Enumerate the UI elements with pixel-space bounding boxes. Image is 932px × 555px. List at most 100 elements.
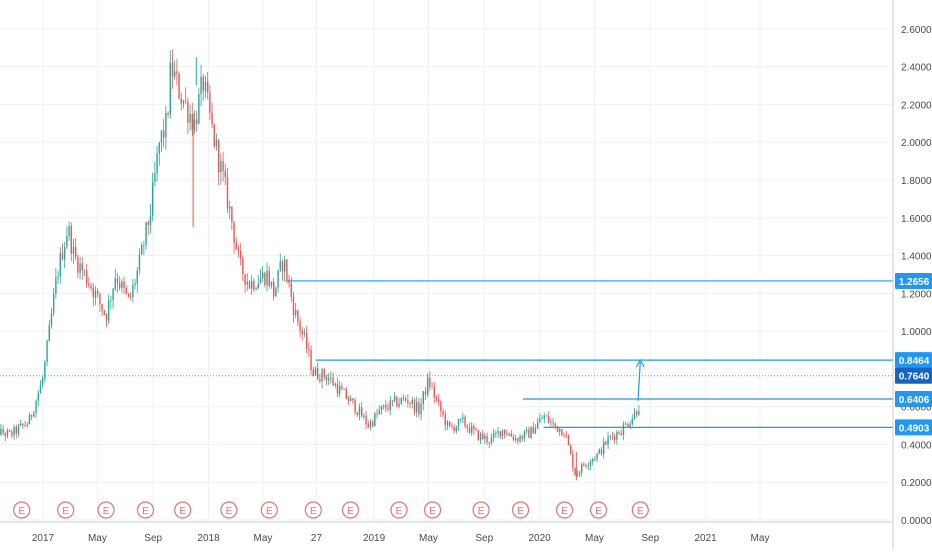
earnings-marker-circle xyxy=(174,501,192,519)
earnings-marker-circle xyxy=(13,501,31,519)
earnings-marker[interactable]: E xyxy=(220,501,238,519)
earnings-marker[interactable]: E xyxy=(174,501,192,519)
candle-body xyxy=(81,263,83,271)
candle-body xyxy=(512,436,515,441)
candle xyxy=(589,459,592,470)
price-badge-label: 0.8464 xyxy=(899,356,930,367)
candle xyxy=(4,431,6,442)
candle-body xyxy=(358,407,361,416)
price-tick-label: 0.6000 xyxy=(901,403,932,414)
time-tick-label: 2020 xyxy=(528,533,551,544)
candle-body xyxy=(228,206,231,209)
candle-body xyxy=(140,245,143,255)
candle xyxy=(19,419,22,427)
candle xyxy=(39,379,42,394)
candle-body xyxy=(288,279,290,284)
candle xyxy=(437,394,440,407)
candle-body xyxy=(539,418,541,423)
candle-body xyxy=(176,71,178,74)
earnings-marker[interactable]: E xyxy=(304,501,322,519)
candle xyxy=(52,287,55,316)
candle xyxy=(347,395,350,405)
candle-body xyxy=(171,62,174,77)
candle-body xyxy=(101,303,103,311)
price-axis[interactable]: 0.00000.20000.40000.60000.80001.00001.20… xyxy=(901,25,932,527)
candle-body xyxy=(552,422,554,424)
candle xyxy=(574,467,576,476)
earnings-marker-circle xyxy=(390,501,408,519)
candle-body xyxy=(600,449,603,455)
earnings-marker[interactable]: E xyxy=(511,501,530,519)
candle-body xyxy=(413,399,416,413)
candle-body xyxy=(543,415,545,419)
candle-body xyxy=(154,173,156,183)
earnings-marker[interactable]: E xyxy=(57,501,75,519)
candle-body xyxy=(558,428,561,432)
earnings-marker[interactable]: E xyxy=(260,501,278,519)
earnings-marker[interactable]: E xyxy=(390,501,408,519)
candle xyxy=(387,403,389,412)
candle xyxy=(572,449,574,473)
candle-body xyxy=(297,310,299,322)
candle xyxy=(506,429,508,436)
candle xyxy=(426,373,429,398)
earnings-marker[interactable]: E xyxy=(423,501,442,519)
earnings-marker[interactable]: E xyxy=(631,501,649,519)
candle-body xyxy=(136,270,138,284)
candle xyxy=(118,276,121,291)
candle-body xyxy=(158,142,160,154)
candle xyxy=(486,432,488,445)
candle-body xyxy=(602,441,605,455)
earnings-marker[interactable]: E xyxy=(341,501,360,519)
candle xyxy=(543,412,545,424)
candle-body xyxy=(477,430,479,441)
candle xyxy=(63,242,66,269)
candle xyxy=(189,105,191,132)
candle-body xyxy=(2,428,4,434)
candle xyxy=(171,49,174,89)
candle-body xyxy=(561,428,563,436)
candle-body xyxy=(312,369,314,376)
candle xyxy=(519,433,521,444)
earnings-marker[interactable]: E xyxy=(97,501,115,519)
time-axis[interactable]: 2017 May Sep 2018 May 27 2019 May Sep 2020 May Sep 2… xyxy=(32,533,770,544)
candle xyxy=(215,133,218,151)
candle xyxy=(448,421,451,428)
candle-body xyxy=(556,426,559,432)
earnings-marker[interactable]: E xyxy=(555,501,574,519)
candle-body xyxy=(545,415,548,417)
earnings-marker-label: E xyxy=(429,506,436,517)
candle xyxy=(37,389,39,407)
candle-body xyxy=(294,310,297,315)
candle-body xyxy=(22,423,24,425)
candle xyxy=(591,457,594,466)
candle xyxy=(24,420,26,428)
earnings-marker[interactable]: E xyxy=(472,501,490,519)
candle-body xyxy=(316,368,319,379)
earnings-marker[interactable]: E xyxy=(13,501,31,519)
price-tick-label: 0.2000 xyxy=(901,478,932,489)
candle-body xyxy=(422,391,424,404)
candle xyxy=(605,440,607,446)
candle xyxy=(497,427,499,438)
candle xyxy=(550,418,552,427)
earnings-marker[interactable]: E xyxy=(136,501,155,519)
candle xyxy=(376,408,378,419)
candle-body xyxy=(103,310,105,315)
price-tick-label: 1.8000 xyxy=(901,176,932,187)
candle-body xyxy=(305,332,308,350)
candle-body xyxy=(338,386,341,394)
candle xyxy=(613,433,616,445)
earnings-marker-circle xyxy=(57,501,75,519)
candle xyxy=(11,429,13,439)
earnings-marker[interactable]: E xyxy=(589,501,608,519)
candle-body xyxy=(90,285,92,289)
candle-body xyxy=(173,71,176,77)
time-tick-label: 2017 xyxy=(32,533,55,544)
candle-body xyxy=(292,296,295,315)
candle-body xyxy=(341,386,343,390)
candle-body xyxy=(224,171,226,178)
candle xyxy=(66,226,68,250)
candle-body xyxy=(277,270,279,288)
